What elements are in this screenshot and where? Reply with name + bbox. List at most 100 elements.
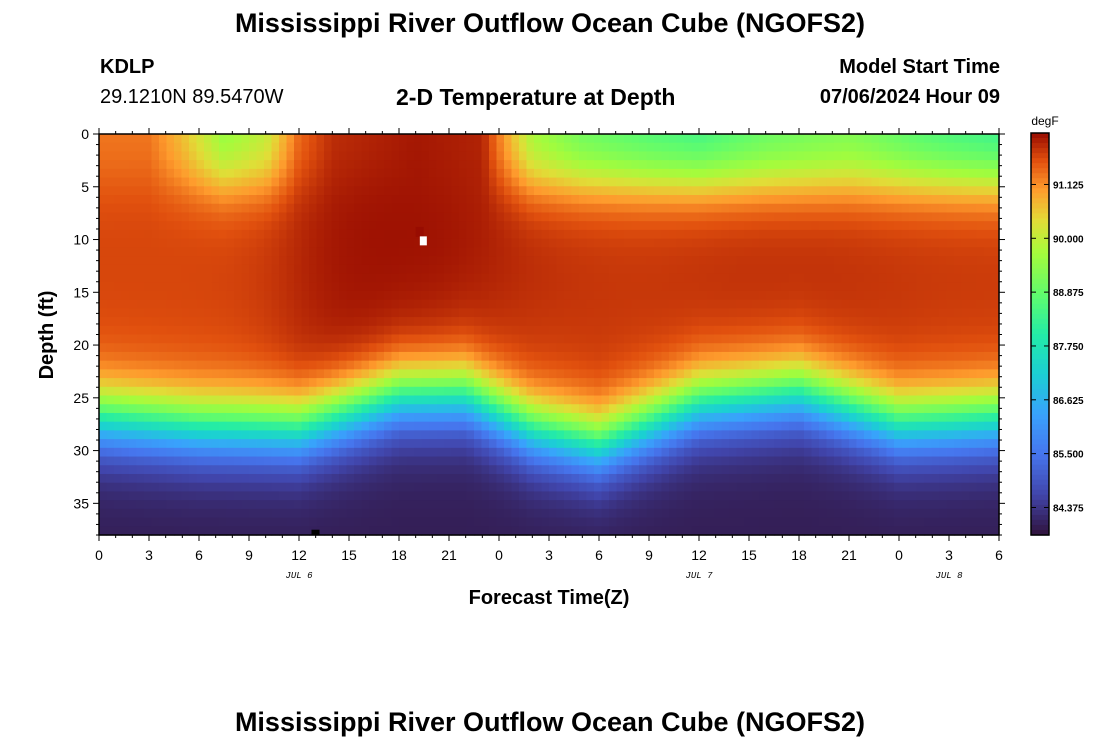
heatmap-cell [376, 151, 385, 161]
heatmap-cell [684, 134, 693, 144]
heatmap-cell [421, 491, 430, 501]
heatmap-cell [496, 369, 505, 379]
heatmap-cell [129, 177, 138, 187]
heatmap-cell [399, 343, 408, 353]
heatmap-cell [271, 500, 280, 510]
heatmap-cell [399, 212, 408, 222]
heatmap-cell [669, 299, 678, 309]
heatmap-cell [301, 508, 310, 519]
heatmap-cell [219, 273, 228, 283]
heatmap-cell [624, 256, 633, 266]
heatmap-cell [571, 299, 580, 309]
heatmap-cell [189, 238, 198, 248]
heatmap-cell [391, 430, 400, 440]
heatmap-cell [819, 517, 828, 527]
heatmap-cell [841, 456, 850, 466]
heatmap-cell [631, 473, 640, 484]
heatmap-cell [271, 395, 280, 405]
heatmap-cell [489, 360, 498, 370]
heatmap-cell [136, 221, 145, 231]
heatmap-cell [129, 203, 138, 214]
heatmap-cell [459, 447, 468, 458]
heatmap-cell [579, 134, 588, 144]
heatmap-cell [114, 160, 123, 170]
heatmap-cell [541, 369, 550, 379]
heatmap-cell [579, 264, 588, 275]
heatmap-cell [369, 369, 378, 379]
heatmap-cell [669, 134, 678, 144]
heatmap-cell [631, 229, 640, 240]
heatmap-cell [189, 221, 198, 231]
heatmap-cell [541, 203, 550, 214]
heatmap-cell [676, 186, 685, 196]
heatmap-cell [489, 465, 498, 475]
heatmap-cell [399, 308, 408, 318]
heatmap-cell [819, 282, 828, 292]
heatmap-cell [894, 186, 903, 196]
heatmap-cell [196, 308, 205, 318]
heatmap-cell [654, 360, 663, 370]
heatmap-cell [526, 186, 535, 196]
heatmap-cell [879, 256, 888, 266]
heatmap-cell [301, 412, 310, 423]
heatmap-cell [594, 186, 603, 196]
heatmap-cell [459, 334, 468, 344]
heatmap-cell [159, 177, 168, 187]
heatmap-cell [294, 526, 303, 536]
heatmap-cell [444, 221, 453, 231]
heatmap-cell [256, 203, 265, 214]
heatmap-cell [399, 421, 408, 431]
heatmap-cell [406, 351, 415, 362]
heatmap-cell [556, 229, 565, 240]
heatmap-cell [444, 500, 453, 510]
heatmap-cell [594, 273, 603, 283]
heatmap-cell [804, 247, 813, 257]
heatmap-cell [496, 177, 505, 187]
heatmap-cell [646, 160, 655, 170]
heatmap-cell [571, 500, 580, 510]
heatmap-cell [766, 412, 775, 423]
heatmap-cell [226, 299, 235, 309]
heatmap-cell [616, 334, 625, 344]
heatmap-cell [631, 351, 640, 362]
heatmap-cell [429, 386, 438, 397]
heatmap-cell [204, 238, 213, 248]
heatmap-cell [699, 264, 708, 275]
heatmap-cell [684, 229, 693, 240]
heatmap-cell [489, 412, 498, 423]
heatmap-cell [849, 447, 858, 458]
heatmap-cell [624, 195, 633, 205]
heatmap-cell [856, 203, 865, 214]
heatmap-cell [781, 430, 790, 440]
heatmap-cell [451, 203, 460, 214]
heatmap-cell [631, 317, 640, 327]
heatmap-cell [406, 229, 415, 240]
heatmap-cell [151, 308, 160, 318]
heatmap-cell [669, 308, 678, 318]
heatmap-cell [819, 142, 828, 153]
heatmap-cell [271, 482, 280, 493]
heatmap-cell [226, 317, 235, 327]
heatmap-cell [871, 439, 880, 449]
heatmap-cell [226, 264, 235, 275]
heatmap-cell [174, 412, 183, 423]
heatmap-cell [654, 465, 663, 475]
heatmap-cell [99, 273, 108, 283]
heatmap-cell [324, 186, 333, 196]
heatmap-cell [346, 465, 355, 475]
heatmap-cell [489, 168, 498, 179]
heatmap-cell [466, 273, 475, 283]
heatmap-cell [414, 299, 423, 309]
heatmap-cell [144, 343, 153, 353]
heatmap-cell [496, 473, 505, 484]
heatmap-cell [901, 482, 910, 493]
heatmap-cell [196, 378, 205, 388]
heatmap-cell [654, 421, 663, 431]
heatmap-cell [549, 369, 558, 379]
heatmap-cell [129, 526, 138, 536]
heatmap-cell [676, 491, 685, 501]
heatmap-cell [549, 203, 558, 214]
heatmap-cell [189, 430, 198, 440]
heatmap-cell [219, 177, 228, 187]
heatmap-cell [264, 351, 273, 362]
